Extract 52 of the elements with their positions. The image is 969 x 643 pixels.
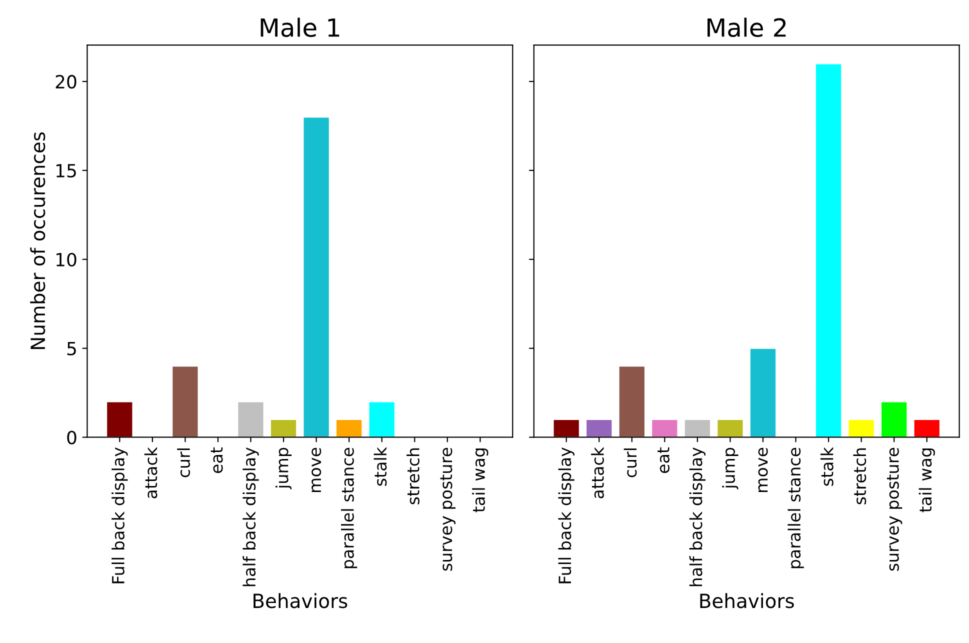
x-tick-label: move xyxy=(312,448,322,492)
bar xyxy=(552,418,580,438)
x-tick-label: curl xyxy=(624,448,637,478)
x-tick-label: eat xyxy=(658,447,670,474)
x-tick-label: parallel stance xyxy=(788,448,804,568)
x-tick-label: half back display xyxy=(689,447,706,586)
x-tick-label: tail wag xyxy=(472,448,488,512)
bar xyxy=(880,401,908,438)
y-tick-label: 5 xyxy=(67,342,76,356)
bar xyxy=(585,418,613,438)
bar xyxy=(335,418,363,438)
x-tick-label: stalk xyxy=(374,447,387,486)
bar xyxy=(716,418,744,438)
chart-title: Male 2 xyxy=(708,18,786,38)
x-tick-label: survey posture xyxy=(440,448,456,571)
x-axis-title: Behaviors xyxy=(700,593,794,608)
x-tick-label: Full back display xyxy=(558,447,574,584)
x-tick-label: attack xyxy=(144,447,158,498)
y-tick-label: 0 xyxy=(67,430,76,444)
bar xyxy=(302,116,330,438)
bar xyxy=(848,418,875,438)
y-tick-label: 20 xyxy=(56,74,76,89)
x-tick-label: parallel stance xyxy=(341,448,358,568)
bar xyxy=(368,401,396,438)
x-tick-label: jump xyxy=(275,448,292,490)
x-tick-label: Full back display xyxy=(112,447,128,584)
x-tick-label: jump xyxy=(722,448,738,490)
x-tick-label: move xyxy=(758,448,768,492)
x-tick-label: curl xyxy=(177,448,190,478)
bar xyxy=(684,418,712,438)
bar xyxy=(749,348,777,438)
x-tick-label: survey posture xyxy=(886,448,902,571)
bar xyxy=(237,401,264,438)
x-tick-label: stretch xyxy=(853,448,866,504)
bar xyxy=(270,418,298,438)
chart-title: Male 1 xyxy=(260,18,340,38)
x-tick-label: attack xyxy=(591,447,604,498)
y-tick-label: 10 xyxy=(56,252,76,266)
x-tick-label: half back display xyxy=(242,447,259,586)
y-axis-title: Number of occurences xyxy=(30,132,46,349)
bar xyxy=(618,366,646,438)
bar xyxy=(814,63,842,438)
y-tick-label: 15 xyxy=(56,164,76,178)
x-tick-label: tail wag xyxy=(918,448,935,512)
x-tick-label: stalk xyxy=(820,447,834,486)
bar xyxy=(913,418,941,438)
x-tick-label: eat xyxy=(210,447,223,474)
x-axis-title: Behaviors xyxy=(254,593,348,608)
x-tick-label: stretch xyxy=(406,448,420,504)
bar xyxy=(172,366,199,438)
bar xyxy=(106,401,134,438)
bar xyxy=(651,418,678,438)
